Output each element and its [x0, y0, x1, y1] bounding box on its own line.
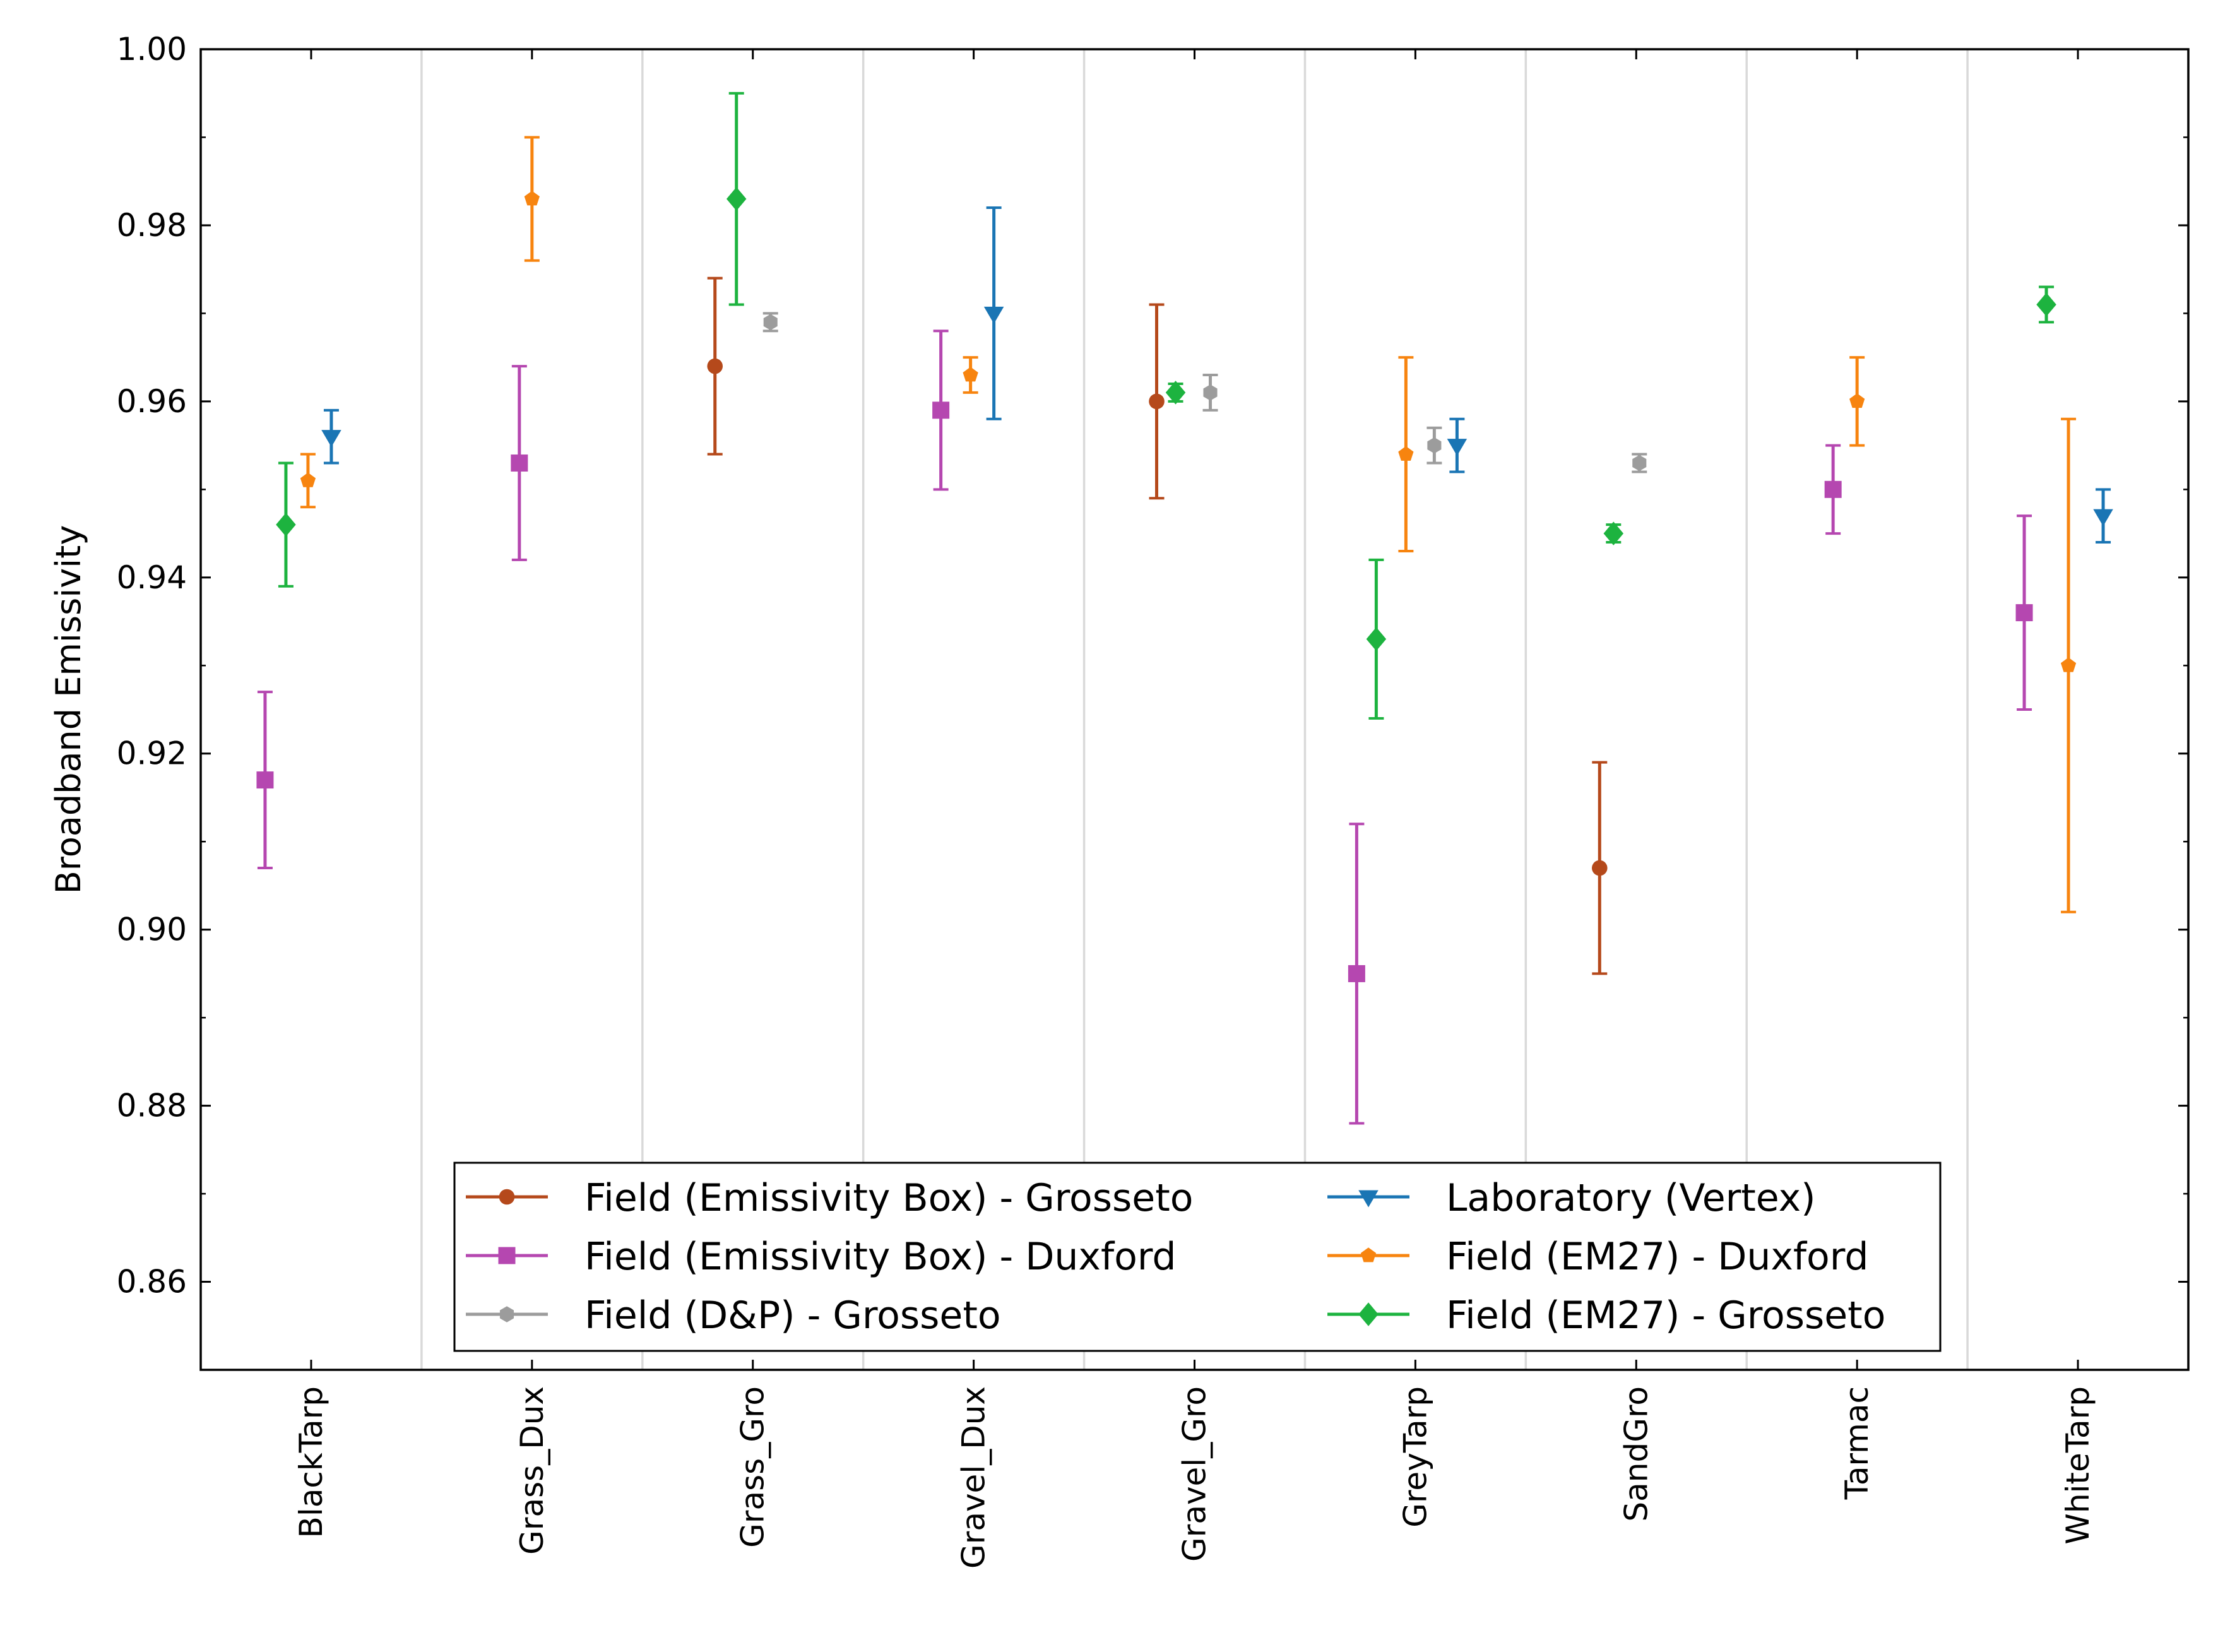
- data-point-hexagon: [499, 1306, 514, 1322]
- data-point-circle: [707, 358, 723, 374]
- data-point-triangle: [983, 306, 1004, 324]
- x-axis-ticks: BlackTarp Grass_Dux Grass_Gro Gravel_Dux Gra…: [293, 49, 2096, 1569]
- x-tick-label: Tarmac: [1839, 1386, 1875, 1500]
- data-point-pentagon: [300, 472, 316, 487]
- data-point-hexagon: [763, 314, 778, 331]
- legend: Field (Emissivity Box) - Grosseto Field (…: [453, 1162, 1942, 1352]
- category-separators: [420, 49, 1969, 1370]
- plot-frame: [199, 48, 2190, 1371]
- legend-item: Field (EM27) - Duxford: [1327, 1235, 1868, 1279]
- data-point-square: [511, 454, 528, 472]
- data-point-square: [1824, 480, 1842, 498]
- data-point-pentagon: [1849, 393, 1865, 408]
- y-tick-label: 0.98: [117, 207, 187, 244]
- data-point-pentagon: [524, 191, 540, 206]
- y-tick-label: 1.00: [117, 31, 187, 68]
- data-point-square: [932, 401, 950, 419]
- legend-label: Field (EM27) - Duxford: [1446, 1235, 1868, 1279]
- series-group: [707, 276, 1608, 975]
- data-point-pentagon: [963, 367, 978, 382]
- data-point-square: [256, 771, 274, 789]
- legend-item: Field (D&P) - Grosseto: [466, 1293, 1001, 1338]
- legend-label: Field (Emissivity Box) - Grosseto: [584, 1176, 1193, 1220]
- data-point-hexagon: [1203, 384, 1218, 401]
- y-tick-label: 0.96: [117, 383, 187, 420]
- data-point-diamond: [2036, 292, 2056, 317]
- legend-label: Field (Emissivity Box) - Duxford: [584, 1235, 1176, 1279]
- data-point-diamond: [1603, 521, 1624, 545]
- data-point-hexagon: [1427, 437, 1442, 454]
- x-tick-label: SandGro: [1618, 1386, 1654, 1522]
- x-tick-label: Gravel_Dux: [956, 1386, 992, 1569]
- y-tick-label: 0.86: [117, 1264, 187, 1300]
- legend-item: Field (Emissivity Box) - Duxford: [466, 1235, 1176, 1279]
- series-group: [276, 92, 2056, 720]
- data-point-triangle: [1447, 439, 1468, 456]
- data-point-diamond: [726, 187, 747, 211]
- y-tick-label: 0.90: [117, 912, 187, 948]
- y-axis-ticks: 0.86 0.88 0.90 0.92 0.94 0.96 0.98 1.00: [117, 31, 2188, 1371]
- series-group: [256, 330, 2033, 1125]
- data-point-square: [498, 1247, 516, 1264]
- series-group: [762, 312, 1647, 473]
- legend-label: Laboratory (Vertex): [1446, 1176, 1816, 1220]
- data-point-circle: [1149, 393, 1165, 410]
- x-tick-label: WhiteTarp: [2060, 1386, 2096, 1545]
- legend-item: Laboratory (Vertex): [1327, 1176, 1816, 1220]
- x-tick-label: Gravel_Gro: [1177, 1386, 1213, 1562]
- data-point-circle: [499, 1189, 515, 1205]
- y-axis-label: Broadband Emissivity: [49, 525, 88, 894]
- y-tick-label: 0.94: [117, 559, 187, 596]
- x-tick-label: Grass_Dux: [514, 1386, 550, 1555]
- x-tick-label: Grass_Gro: [735, 1386, 771, 1548]
- legend-label: Field (EM27) - Grosseto: [1446, 1293, 1885, 1338]
- y-tick-label: 0.88: [117, 1088, 187, 1124]
- data-point-pentagon: [2060, 657, 2077, 672]
- series-group: [300, 136, 2077, 913]
- data-point-circle: [1591, 860, 1608, 876]
- data-point-diamond: [276, 513, 296, 537]
- data-point-triangle: [2093, 509, 2113, 526]
- data-point-hexagon: [1632, 455, 1647, 472]
- x-tick-label: GreyTarp: [1397, 1386, 1433, 1528]
- data-point-pentagon: [1360, 1247, 1377, 1263]
- data-point-square: [2015, 604, 2033, 622]
- data-point-square: [1348, 965, 1365, 982]
- y-tick-label: 0.92: [117, 735, 187, 772]
- series-group: [321, 206, 2113, 544]
- data-point-triangle: [321, 430, 341, 448]
- x-tick-label: BlackTarp: [293, 1386, 329, 1538]
- data-point-diamond: [1165, 381, 1186, 405]
- legend-label: Field (D&P) - Grosseto: [584, 1293, 1001, 1338]
- data-point-diamond: [1358, 1302, 1379, 1326]
- legend-item: Field (Emissivity Box) - Grosseto: [466, 1176, 1193, 1220]
- series-layer: [256, 92, 2113, 1125]
- data-point-pentagon: [1398, 446, 1414, 461]
- legend-box: [453, 1162, 1942, 1352]
- data-point-diamond: [1366, 627, 1387, 651]
- legend-item: Field (EM27) - Grosseto: [1327, 1293, 1885, 1338]
- data-point-triangle: [1358, 1190, 1379, 1208]
